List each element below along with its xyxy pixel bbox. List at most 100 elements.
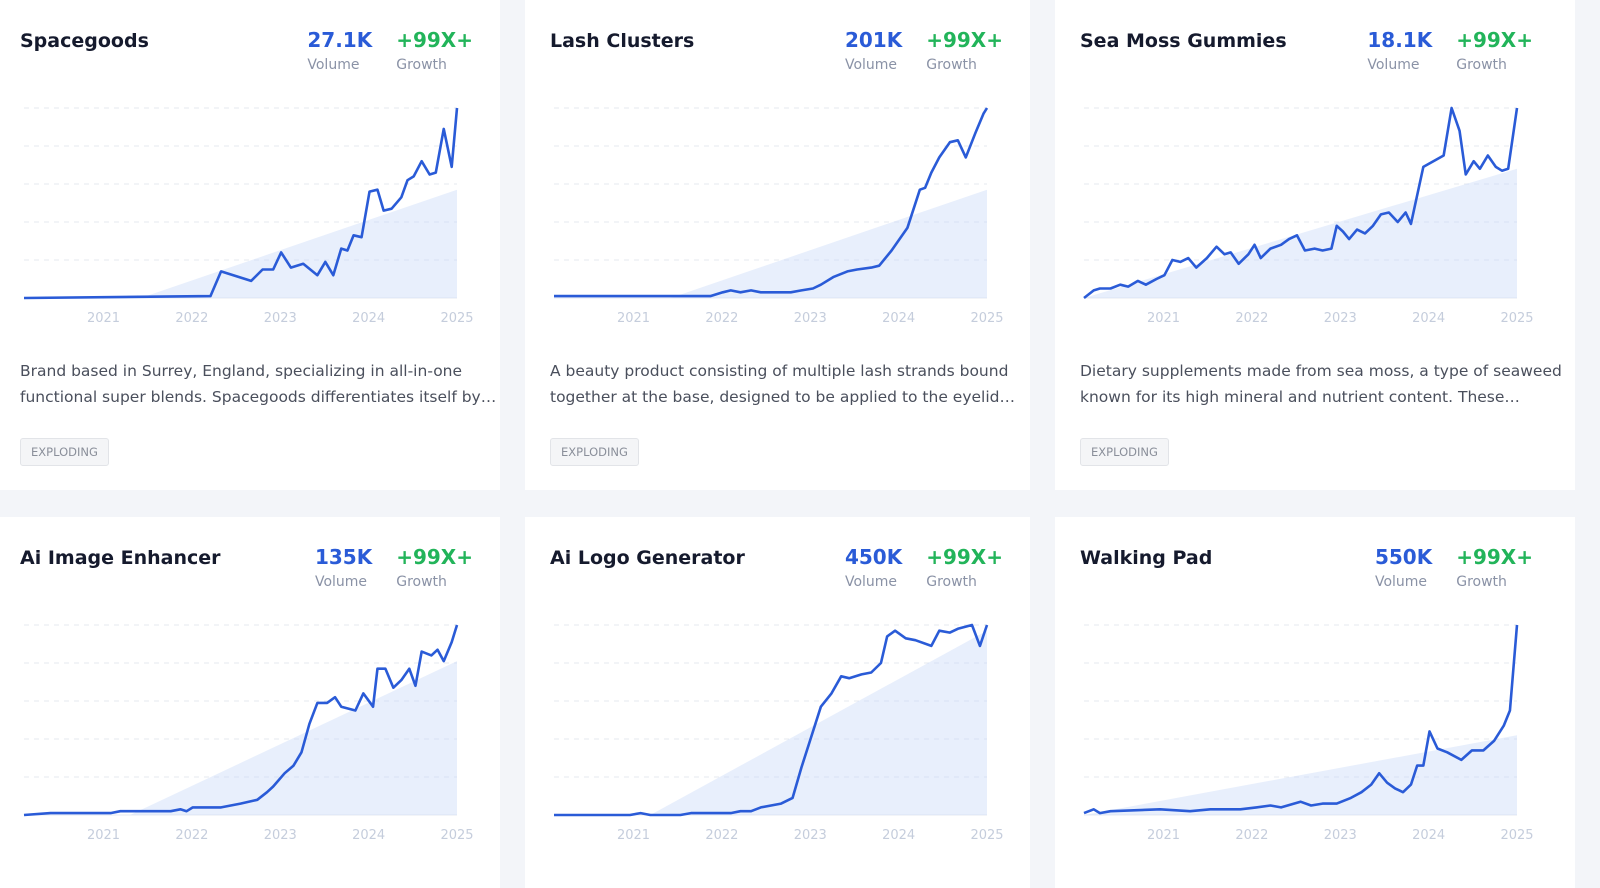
card-title: Walking Pad bbox=[1080, 547, 1213, 569]
volume-label: Volume bbox=[1374, 574, 1428, 590]
growth-stat: +99X+ Growth bbox=[926, 544, 1003, 594]
trend-chart: 2021 2022 2023 2024 2025 bbox=[1083, 624, 1534, 843]
volume-stat: 18.1K Volume bbox=[1367, 27, 1432, 77]
trend-card: Ai Image Enhancer 135K Volume +99X+ Growth 20… bbox=[0, 517, 500, 888]
trend-card: Ai Logo Generator 450K Volume +99X+ Growth 20… bbox=[525, 517, 1030, 888]
description: Dietary supplements made from sea moss, … bbox=[1080, 358, 1562, 410]
x-tick-label: 2022 bbox=[1235, 311, 1268, 326]
description-line: Dietary supplements made from sea moss, … bbox=[1080, 362, 1562, 380]
trend-card: Walking Pad 550K Volume +99X+ Growth 2021 2022… bbox=[1055, 517, 1575, 888]
stats: 135K Volume +99X+ Growth bbox=[315, 544, 473, 594]
card-title: Ai Logo Generator bbox=[550, 547, 745, 569]
status-tag: EXPLODING bbox=[550, 438, 639, 466]
growth-stat: +99X+ Growth bbox=[396, 27, 473, 77]
growth-value: +99X+ bbox=[1456, 545, 1533, 569]
volume-stat: 550K Volume bbox=[1375, 544, 1432, 594]
x-tick-label: 2021 bbox=[617, 311, 650, 326]
trend-card: Lash Clusters 201K Volume +99X+ Growth A beau… bbox=[525, 0, 1030, 490]
volume-label: Volume bbox=[1367, 57, 1420, 73]
stats: 27.1K Volume +99X+ Growth bbox=[307, 27, 473, 77]
growth-stat: +99X+ Growth bbox=[1456, 27, 1533, 77]
trend-chart: 2021 2022 2023 2024 2025 bbox=[554, 107, 1004, 326]
growth-label: Growth bbox=[1456, 574, 1507, 590]
volume-value: 450K bbox=[844, 545, 903, 569]
description-line: A beauty product consisting of multiple … bbox=[550, 362, 1009, 380]
x-tick-label: 2022 bbox=[1235, 828, 1268, 843]
x-tick-label: 2024 bbox=[882, 311, 915, 326]
x-tick-label: 2021 bbox=[87, 311, 120, 326]
card-title: Lash Clusters bbox=[550, 30, 695, 52]
x-tick-label: 2025 bbox=[440, 828, 473, 843]
x-tick-label: 2022 bbox=[175, 311, 208, 326]
growth-value: +99X+ bbox=[1456, 28, 1533, 52]
trend-line bbox=[554, 623, 989, 817]
trend-card: Sea Moss Gummies 18.1K Volume +99X+ Growth Di… bbox=[1055, 0, 1575, 490]
trend-card: Spacegoods 27.1K Volume +99X+ Growth Brand ba… bbox=[0, 0, 500, 490]
card-title: Sea Moss Gummies bbox=[1080, 30, 1287, 52]
growth-label: Growth bbox=[926, 57, 977, 73]
stats: 201K Volume +99X+ Growth bbox=[845, 27, 1003, 77]
card-title: Spacegoods bbox=[20, 30, 149, 52]
volume-stat: 450K Volume bbox=[845, 544, 902, 594]
growth-stat: +99X+ Growth bbox=[396, 544, 473, 594]
x-tick-label: 2024 bbox=[1412, 828, 1445, 843]
growth-value: +99X+ bbox=[396, 545, 473, 569]
stats: 18.1K Volume +99X+ Growth bbox=[1367, 27, 1533, 77]
trend-area bbox=[140, 189, 457, 298]
growth-stat: +99X+ Growth bbox=[926, 27, 1003, 77]
volume-stat: 27.1K Volume bbox=[307, 27, 372, 77]
x-tick-label: 2023 bbox=[1324, 828, 1357, 843]
trend-line bbox=[23, 107, 459, 300]
x-tick-label: 2022 bbox=[175, 828, 208, 843]
card-content: Walking Pad 550K Volume +99X+ Growth 2021 2022… bbox=[1060, 517, 1560, 888]
stats: 450K Volume +99X+ Growth bbox=[845, 544, 1003, 594]
growth-label: Growth bbox=[396, 57, 447, 73]
trend-area bbox=[1084, 168, 1517, 298]
x-tick-label: 2023 bbox=[264, 311, 297, 326]
x-tick-label: 2024 bbox=[352, 828, 385, 843]
growth-value: +99X+ bbox=[396, 28, 473, 52]
volume-label: Volume bbox=[314, 574, 368, 590]
volume-stat: 135K Volume bbox=[315, 544, 372, 594]
trend-chart: 2021 2022 2023 2024 2025 bbox=[23, 624, 474, 843]
volume-label: Volume bbox=[307, 57, 360, 73]
card-content: Ai Logo Generator 450K Volume +99X+ Growth 20… bbox=[530, 517, 1030, 888]
description-line: known for its high mineral and nutrient … bbox=[1080, 388, 1520, 406]
stats: 550K Volume +99X+ Growth bbox=[1375, 544, 1533, 594]
description: Brand based in Surrey, England, speciali… bbox=[20, 358, 496, 410]
trend-area bbox=[670, 189, 987, 298]
x-tick-label: 2024 bbox=[882, 828, 915, 843]
x-tick-label: 2023 bbox=[794, 828, 827, 843]
x-tick-label: 2023 bbox=[264, 828, 297, 843]
x-tick-label: 2025 bbox=[970, 828, 1003, 843]
volume-value: 550K bbox=[1374, 545, 1433, 569]
growth-label: Growth bbox=[396, 574, 447, 590]
card-title: Ai Image Enhancer bbox=[20, 547, 221, 569]
trend-chart: 2021 2022 2023 2024 2025 bbox=[1083, 106, 1534, 326]
status-tag: EXPLODING bbox=[1080, 438, 1169, 466]
card-content: Lash Clusters 201K Volume +99X+ Growth A beau… bbox=[530, 0, 1030, 490]
x-tick-label: 2022 bbox=[705, 828, 738, 843]
growth-value: +99X+ bbox=[926, 28, 1003, 52]
description: A beauty product consisting of multiple … bbox=[550, 358, 1015, 410]
volume-stat: 201K Volume bbox=[845, 27, 902, 77]
volume-value: 27.1K bbox=[307, 28, 373, 52]
trend-area bbox=[650, 630, 987, 815]
description-line: together at the base, designed to be app… bbox=[550, 388, 1015, 406]
card-content: Sea Moss Gummies 18.1K Volume +99X+ Growth Di… bbox=[1060, 0, 1562, 490]
x-tick-label: 2023 bbox=[1324, 311, 1357, 326]
volume-value: 201K bbox=[844, 28, 903, 52]
volume-value: 135K bbox=[314, 545, 373, 569]
x-tick-label: 2025 bbox=[970, 311, 1003, 326]
trend-chart: 2021 2022 2023 2024 2025 bbox=[23, 107, 474, 326]
volume-value: 18.1K bbox=[1367, 28, 1433, 52]
description-line: functional super blends. Spacegoods diff… bbox=[20, 388, 497, 406]
x-tick-label: 2024 bbox=[1412, 311, 1445, 326]
growth-label: Growth bbox=[1456, 57, 1507, 73]
trend-line bbox=[1083, 106, 1519, 300]
volume-label: Volume bbox=[844, 57, 898, 73]
volume-label: Volume bbox=[844, 574, 898, 590]
card-content: Spacegoods 27.1K Volume +99X+ Growth Brand ba… bbox=[0, 0, 500, 490]
trend-line bbox=[554, 107, 989, 298]
